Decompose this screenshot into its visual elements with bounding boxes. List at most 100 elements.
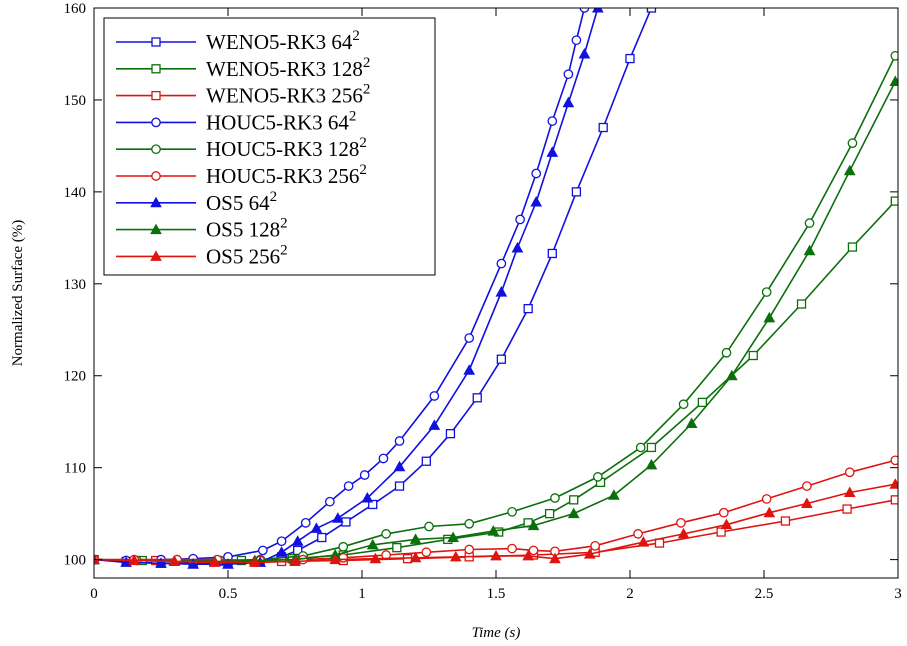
data-point-weno5-rk3-256-2 — [716, 527, 726, 537]
data-point-os5-64-2 — [428, 419, 441, 430]
legend-entry-weno5-rk3-128-2: WENO5-RK3 1282 — [116, 55, 370, 81]
legend-label: OS5 1282 — [206, 216, 288, 242]
data-point-os5-256-2 — [409, 551, 422, 563]
legend-entry-os5-64-2: OS5 642 — [116, 189, 277, 215]
data-point-houc5-rk3-256-2 — [528, 545, 539, 556]
data-point-os5-256-2 — [583, 548, 596, 559]
data-point-os5-64-2 — [546, 146, 559, 157]
legend-marker — [151, 144, 161, 155]
data-point-os5-256-2 — [720, 518, 733, 530]
data-point-houc5-rk3-64-2 — [429, 391, 440, 401]
data-point-weno5-rk3-128-2 — [646, 442, 657, 453]
data-point-os5-64-2 — [120, 556, 133, 567]
legend-label-text: OS5 64 — [206, 191, 270, 215]
data-point-os5-256-2 — [490, 549, 502, 561]
data-point-houc5-rk3-128-2 — [721, 347, 732, 358]
data-point-weno5-rk3-64-2 — [646, 8, 657, 13]
legend-entry-houc5-rk3-64-2: HOUC5-RK3 642 — [116, 108, 356, 134]
data-point-os5-128-2 — [567, 507, 580, 519]
data-point-os5-256-2 — [637, 536, 650, 547]
data-point-houc5-rk3-128-2 — [678, 399, 689, 410]
data-point-os5-128-2 — [608, 489, 620, 500]
data-point-houc5-rk3-256-2 — [718, 507, 729, 518]
data-point-weno5-rk3-64-2 — [496, 354, 507, 364]
data-point-weno5-rk3-64-2 — [625, 53, 635, 64]
y-tick-label: 140 — [64, 185, 87, 201]
data-point-weno5-rk3-256-2 — [890, 495, 898, 505]
data-point-os5-64-2 — [291, 535, 304, 546]
data-point-houc5-rk3-128-2 — [550, 493, 560, 503]
data-point-os5-64-2 — [187, 558, 200, 569]
legend-label: HOUC5-RK3 642 — [206, 108, 356, 134]
x-tick-label: 3 — [894, 586, 902, 602]
legend-entry-os5-128-2: OS5 1282 — [116, 216, 288, 242]
data-point-houc5-rk3-128-2 — [804, 218, 815, 228]
legend-label-text: HOUC5-RK3 128 — [206, 137, 359, 161]
data-point-weno5-rk3-256-2 — [780, 516, 791, 526]
ticks-layer: 0 0.5 1 1.5 2 2.5 3 100 110 120 130 140 150 160 — [64, 1, 902, 602]
legend-entry-os5-256-2: OS5 2562 — [116, 242, 288, 268]
data-point-os5-256-2 — [329, 553, 342, 565]
data-point-houc5-rk3-64-2 — [531, 168, 542, 179]
data-point-weno5-rk3-128-2 — [796, 299, 807, 309]
data-point-houc5-rk3-128-2 — [464, 518, 475, 529]
legend-label-superscript: 2 — [280, 242, 288, 258]
series-os5-128-2 — [94, 75, 898, 566]
data-point-os5-128-2 — [889, 75, 898, 87]
x-tick-label: 0.5 — [219, 586, 238, 602]
legend-marker — [151, 171, 161, 181]
data-point-os5-64-2 — [562, 96, 575, 108]
data-point-weno5-rk3-128-2 — [697, 397, 708, 408]
data-point-os5-256-2 — [128, 554, 141, 566]
data-point-houc5-rk3-64-2 — [343, 481, 354, 491]
legend-marker — [151, 37, 161, 47]
x-tick-label: 2.5 — [755, 586, 774, 602]
data-point-houc5-rk3-128-2 — [381, 529, 391, 539]
data-point-houc5-rk3-64-2 — [515, 214, 525, 225]
data-point-os5-256-2 — [168, 555, 181, 566]
data-point-weno5-rk3-64-2 — [445, 429, 456, 439]
y-axis-title: Normalized Surface (%) — [10, 220, 26, 367]
data-point-houc5-rk3-256-2 — [676, 517, 686, 528]
data-point-houc5-rk3-256-2 — [802, 481, 812, 491]
legend-marker — [150, 250, 162, 261]
data-point-os5-128-2 — [763, 311, 776, 323]
data-point-houc5-rk3-64-2 — [547, 116, 558, 126]
series-line-houc5-rk3-64-2 — [94, 8, 586, 562]
data-point-weno5-rk3-128-2 — [544, 508, 555, 519]
data-point-os5-64-2 — [463, 364, 476, 375]
legend-label-superscript: 2 — [349, 108, 357, 124]
data-point-os5-128-2 — [409, 533, 422, 544]
data-point-weno5-rk3-128-2 — [392, 543, 402, 553]
data-point-weno5-rk3-64-2 — [421, 456, 431, 466]
data-point-os5-256-2 — [289, 555, 301, 566]
data-point-os5-128-2 — [447, 531, 459, 543]
legend-label-superscript: 2 — [280, 216, 288, 232]
data-point-os5-64-2 — [591, 8, 604, 13]
legend-label-text: WENO5-RK3 256 — [206, 84, 363, 108]
data-point-houc5-rk3-256-2 — [421, 547, 432, 558]
data-point-os5-256-2 — [801, 497, 813, 509]
data-point-os5-256-2 — [843, 486, 856, 497]
y-tick-label: 150 — [64, 93, 87, 109]
series-layer — [94, 8, 898, 569]
data-point-weno5-rk3-128-2 — [569, 495, 579, 505]
data-point-os5-128-2 — [366, 538, 379, 550]
legend-label: WENO5-RK3 1282 — [206, 55, 370, 81]
data-point-houc5-rk3-64-2 — [563, 69, 574, 80]
data-point-os5-64-2 — [222, 558, 234, 569]
data-point-os5-64-2 — [310, 522, 323, 533]
x-tick-label: 1.5 — [487, 586, 506, 602]
data-point-os5-128-2 — [843, 164, 856, 176]
legend-entry-weno5-rk3-256-2: WENO5-RK3 2562 — [116, 82, 370, 108]
data-point-os5-128-2 — [685, 417, 698, 429]
legend-marker — [151, 90, 161, 101]
y-tick-label: 160 — [64, 1, 87, 17]
data-point-houc5-rk3-128-2 — [338, 541, 349, 552]
x-tick-label: 1 — [358, 586, 366, 602]
x-tick-label: 0 — [90, 586, 98, 602]
legend-label-superscript: 2 — [359, 162, 367, 178]
data-point-os5-128-2 — [527, 519, 540, 531]
